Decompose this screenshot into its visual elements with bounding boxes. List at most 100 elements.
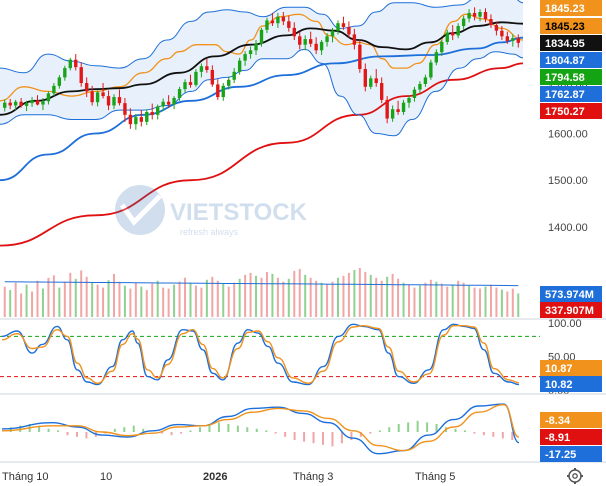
volume-bar bbox=[194, 285, 197, 317]
candle bbox=[183, 79, 187, 93]
volume-bar bbox=[495, 287, 498, 317]
volume-bar bbox=[20, 293, 23, 317]
price-tags: 1845.23 1845.23 1834.95 1804.87 1794.58 1762.… bbox=[540, 0, 602, 462]
volume-bar bbox=[222, 283, 225, 317]
macd-histogram-bar bbox=[388, 427, 391, 432]
candle bbox=[134, 113, 138, 130]
candle bbox=[139, 110, 144, 127]
candle bbox=[74, 54, 78, 71]
candle bbox=[172, 96, 176, 110]
volume-bars bbox=[3, 268, 520, 317]
volume-bar bbox=[63, 281, 66, 317]
candle bbox=[90, 85, 94, 106]
volume-bar bbox=[473, 287, 476, 317]
candle bbox=[511, 34, 515, 47]
value-tag: 1762.87 bbox=[540, 86, 602, 102]
watermark: VIETSTOCK refresh always bbox=[115, 185, 308, 237]
macd-histogram-bar bbox=[293, 432, 296, 440]
volume-bar bbox=[238, 278, 241, 317]
candle bbox=[199, 63, 204, 78]
candle bbox=[379, 77, 384, 104]
value-tag: 1750.27 bbox=[540, 103, 602, 119]
volume-bar bbox=[173, 284, 176, 317]
macd-histogram-bar bbox=[378, 430, 381, 432]
volume-bar bbox=[468, 285, 471, 317]
volume-bar bbox=[200, 287, 203, 317]
candle bbox=[440, 40, 444, 56]
candle bbox=[461, 15, 466, 30]
volume-bar bbox=[134, 282, 137, 317]
candle bbox=[308, 31, 313, 48]
macd-histogram-bar bbox=[47, 428, 50, 432]
series-ma100 bbox=[0, 36, 524, 182]
macd-histogram-bar bbox=[208, 424, 211, 432]
value-tag: -8.34 bbox=[540, 412, 602, 428]
volume-bar bbox=[167, 288, 170, 317]
volume-bar bbox=[331, 281, 334, 317]
candle bbox=[412, 86, 417, 102]
macd-histogram-bar bbox=[236, 425, 239, 432]
price-tick-label: 1500.00 bbox=[548, 175, 588, 187]
volume-bar bbox=[107, 280, 110, 317]
candle bbox=[41, 97, 45, 111]
candle bbox=[423, 74, 428, 87]
volume-bar bbox=[129, 288, 132, 317]
series-ma20 bbox=[0, 13, 524, 102]
macd-histogram-bar bbox=[274, 432, 277, 434]
value-tag: 1845.23 bbox=[540, 18, 602, 34]
value-tag: 573.974M bbox=[540, 286, 602, 302]
candle bbox=[325, 33, 329, 47]
macd-histogram-bar bbox=[369, 432, 372, 434]
volume-bar bbox=[184, 277, 187, 317]
stochastic-tick-label: 100.00 bbox=[548, 318, 582, 330]
candle bbox=[287, 15, 291, 32]
macd-histogram-bar bbox=[511, 432, 514, 440]
volume-bar bbox=[91, 282, 94, 317]
candle bbox=[3, 99, 7, 112]
stochastic-pct-k bbox=[1, 323, 520, 386]
candle bbox=[434, 49, 439, 66]
candle bbox=[145, 109, 149, 126]
volume-bar bbox=[506, 291, 509, 317]
candle bbox=[407, 95, 411, 108]
candle bbox=[19, 97, 23, 108]
volume-bar bbox=[408, 284, 411, 317]
svg-text:-17.25: -17.25 bbox=[545, 449, 576, 461]
candle bbox=[314, 37, 318, 55]
x-label-2026: 2026 bbox=[203, 471, 227, 483]
volume-bar bbox=[375, 277, 378, 317]
x-axis: Tháng 10 10 2026 Tháng 3 Tháng 5 bbox=[2, 471, 455, 483]
candle bbox=[188, 74, 193, 88]
volume-bar bbox=[52, 275, 55, 317]
macd-histogram-bar bbox=[435, 424, 438, 432]
macd-histogram-bar bbox=[132, 425, 135, 432]
value-tag: 1794.58 bbox=[540, 69, 602, 85]
candle bbox=[281, 12, 286, 26]
candle bbox=[352, 28, 357, 50]
macd-histogram-bar bbox=[473, 432, 476, 434]
volume-bar bbox=[211, 276, 214, 317]
candle bbox=[161, 98, 165, 112]
candle bbox=[101, 83, 105, 99]
candle bbox=[150, 103, 154, 120]
candle bbox=[57, 75, 62, 89]
macd-histogram-bar bbox=[217, 422, 220, 432]
macd-histogram-bar bbox=[123, 427, 126, 432]
volume-bar bbox=[260, 277, 263, 317]
volume-bar bbox=[435, 281, 438, 317]
candle bbox=[128, 108, 133, 129]
volume-bar bbox=[151, 283, 154, 317]
macd-histogram-bar bbox=[331, 432, 334, 447]
candle bbox=[516, 34, 520, 48]
volume-bar bbox=[484, 286, 487, 317]
macd-histogram-bar bbox=[255, 428, 258, 432]
macd-histogram-bar bbox=[85, 432, 88, 439]
value-tag: 337.907M bbox=[540, 302, 602, 318]
candle bbox=[396, 100, 400, 115]
volume-bar bbox=[402, 282, 405, 317]
svg-text:1804.87: 1804.87 bbox=[545, 55, 585, 67]
candle bbox=[467, 9, 471, 23]
macd-lines bbox=[1, 403, 520, 455]
gear-icon[interactable] bbox=[567, 468, 583, 484]
svg-text:10.82: 10.82 bbox=[545, 379, 573, 391]
